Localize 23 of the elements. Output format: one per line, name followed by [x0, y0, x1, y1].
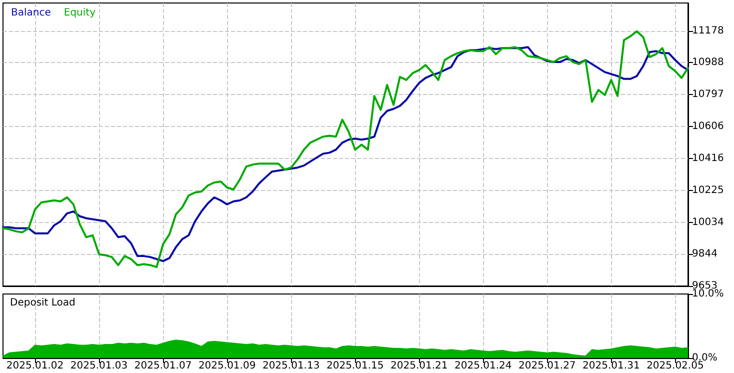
y-tick-label: 10225 [692, 184, 724, 196]
chart-title: Deposit Load [10, 298, 76, 308]
x-tick-label: 2025.01.27 [518, 360, 576, 372]
y-tick-label: 10797 [692, 89, 724, 100]
y-tick-label: 10416 [692, 152, 724, 164]
x-tick-label: 2025.01.03 [70, 360, 128, 372]
x-tick-label: 2025.01.09 [198, 360, 256, 372]
x-tick-label: 2025.01.21 [390, 360, 448, 372]
x-tick-label: 2025.01.24 [454, 360, 512, 372]
x-tick-label: 2025.01.15 [326, 360, 384, 372]
text: Equity [64, 8, 96, 18]
y-tick-label: 10.0% [692, 288, 724, 300]
x-tick-label: 2025.01.13 [262, 360, 320, 372]
x-tick-label: 2025.01.31 [582, 360, 640, 372]
x-tick-label: 2025.01.07 [134, 360, 192, 372]
y-tick-label: 10034 [692, 216, 724, 228]
y-tick-label: 10606 [692, 121, 724, 132]
y-tick-label: 10988 [692, 57, 724, 68]
x-tick-label: 2025.02.05 [646, 360, 704, 372]
y-tick-label: 11178 [692, 25, 724, 36]
text: Balance [11, 8, 51, 18]
x-tick-label: 2025.01.02 [6, 360, 64, 372]
y-tick-label: 9844 [692, 248, 718, 260]
